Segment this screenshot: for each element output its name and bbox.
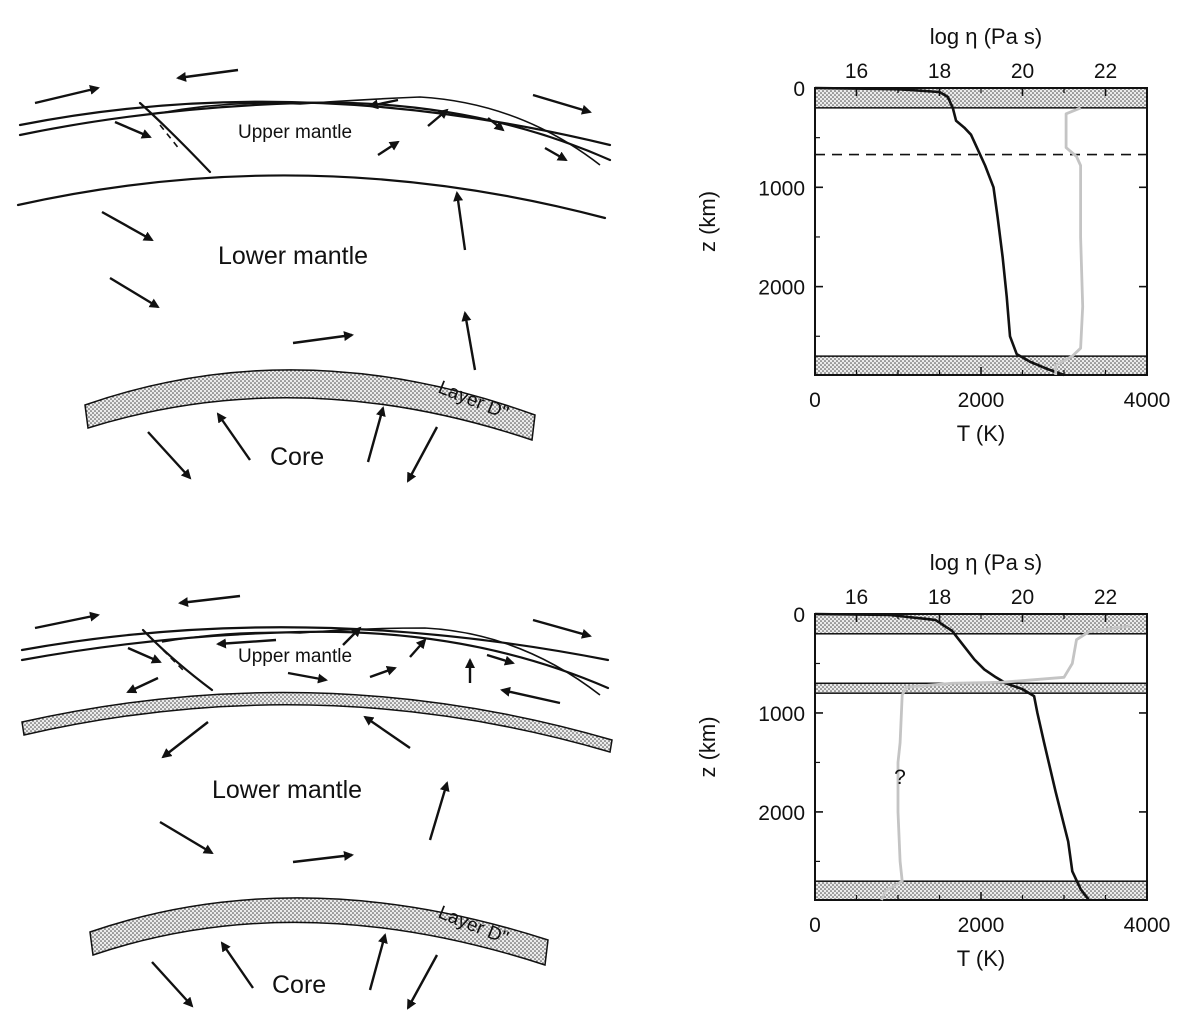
y-tick-label: 0 <box>793 78 805 101</box>
top-tick-label: 22 <box>1094 586 1117 609</box>
top-label-core: Core <box>270 443 324 471</box>
top-tick-label: 16 <box>845 586 868 609</box>
top-tick-label: 20 <box>1011 60 1034 83</box>
y-tick-label: 2000 <box>758 802 805 825</box>
plate-inner <box>161 627 601 696</box>
top-label-upper-mantle: Upper mantle <box>238 122 352 143</box>
top-tick-label: 18 <box>928 586 951 609</box>
y-tick-label: 1000 <box>758 177 805 200</box>
top-label-lower-mantle: Lower mantle <box>218 242 368 270</box>
flow-arrows <box>34 594 592 1010</box>
top-mantle-diagram: Upper mantle Lower mantle Layer D'' Core <box>16 68 612 483</box>
layer-d-band <box>89 897 549 966</box>
upper-lower-boundary <box>16 174 607 220</box>
subducting-slab <box>138 101 212 174</box>
y-axis-label: z (km) <box>695 191 720 252</box>
y-axis-label: z (km) <box>695 716 720 777</box>
question-annotation: ? <box>894 766 906 789</box>
x-tick-label: 0 <box>809 914 821 937</box>
top-tick-label: 22 <box>1094 60 1117 83</box>
plate-inner <box>159 96 601 166</box>
plot-frame <box>814 87 1148 376</box>
bottom-label-upper-mantle: Upper mantle <box>238 646 352 667</box>
plate-base <box>20 630 610 690</box>
temperature-curve <box>814 86 1065 377</box>
x-tick-label: 0 <box>809 389 821 412</box>
bottom-mantle-diagram: Upper mantle Lower mantle Layer D'' Core <box>20 594 613 1010</box>
boundary-layer-band <box>814 682 1148 694</box>
top-tick-label: 18 <box>928 60 951 83</box>
y-tick-label: 0 <box>793 604 805 627</box>
x-tick-label: 4000 <box>1124 914 1171 937</box>
top-tick-label: 20 <box>1011 586 1034 609</box>
bottom-label-lower-mantle: Lower mantle <box>212 776 362 804</box>
viscosity-curve <box>1054 106 1085 375</box>
top-profile-chart: 0 2000 4000 16 18 20 22 0 1000 2000 log η (Pa s) T … <box>695 24 1170 446</box>
bottom-label-core: Core <box>272 971 326 999</box>
flow-arrows <box>34 68 592 483</box>
viscosity-curve <box>880 624 1131 901</box>
x-axis-label: T (K) <box>957 421 1005 446</box>
y-tick-label: 1000 <box>758 703 805 726</box>
layer-d-band <box>84 369 536 442</box>
slab-dash <box>162 649 187 674</box>
x-tick-label: 2000 <box>958 914 1005 937</box>
plate-surface <box>20 626 610 662</box>
plate-base <box>18 101 612 162</box>
plot-frame <box>814 613 1148 901</box>
x-tick-label: 4000 <box>1124 389 1171 412</box>
top-axis-label: log η (Pa s) <box>930 24 1043 49</box>
x-axis-label: T (K) <box>957 946 1005 971</box>
top-tick-label: 16 <box>845 60 868 83</box>
slab-dash <box>159 124 181 151</box>
boundary-band-670 <box>21 691 613 753</box>
top-axis-label: log η (Pa s) <box>930 550 1043 575</box>
x-tick-label: 2000 <box>958 389 1005 412</box>
bottom-profile-chart: 0 2000 4000 16 18 20 22 0 1000 2000 log η (Pa s) T … <box>695 550 1170 971</box>
y-tick-label: 2000 <box>758 277 805 300</box>
temperature-curve <box>814 612 1090 901</box>
subducting-slab <box>141 628 214 692</box>
